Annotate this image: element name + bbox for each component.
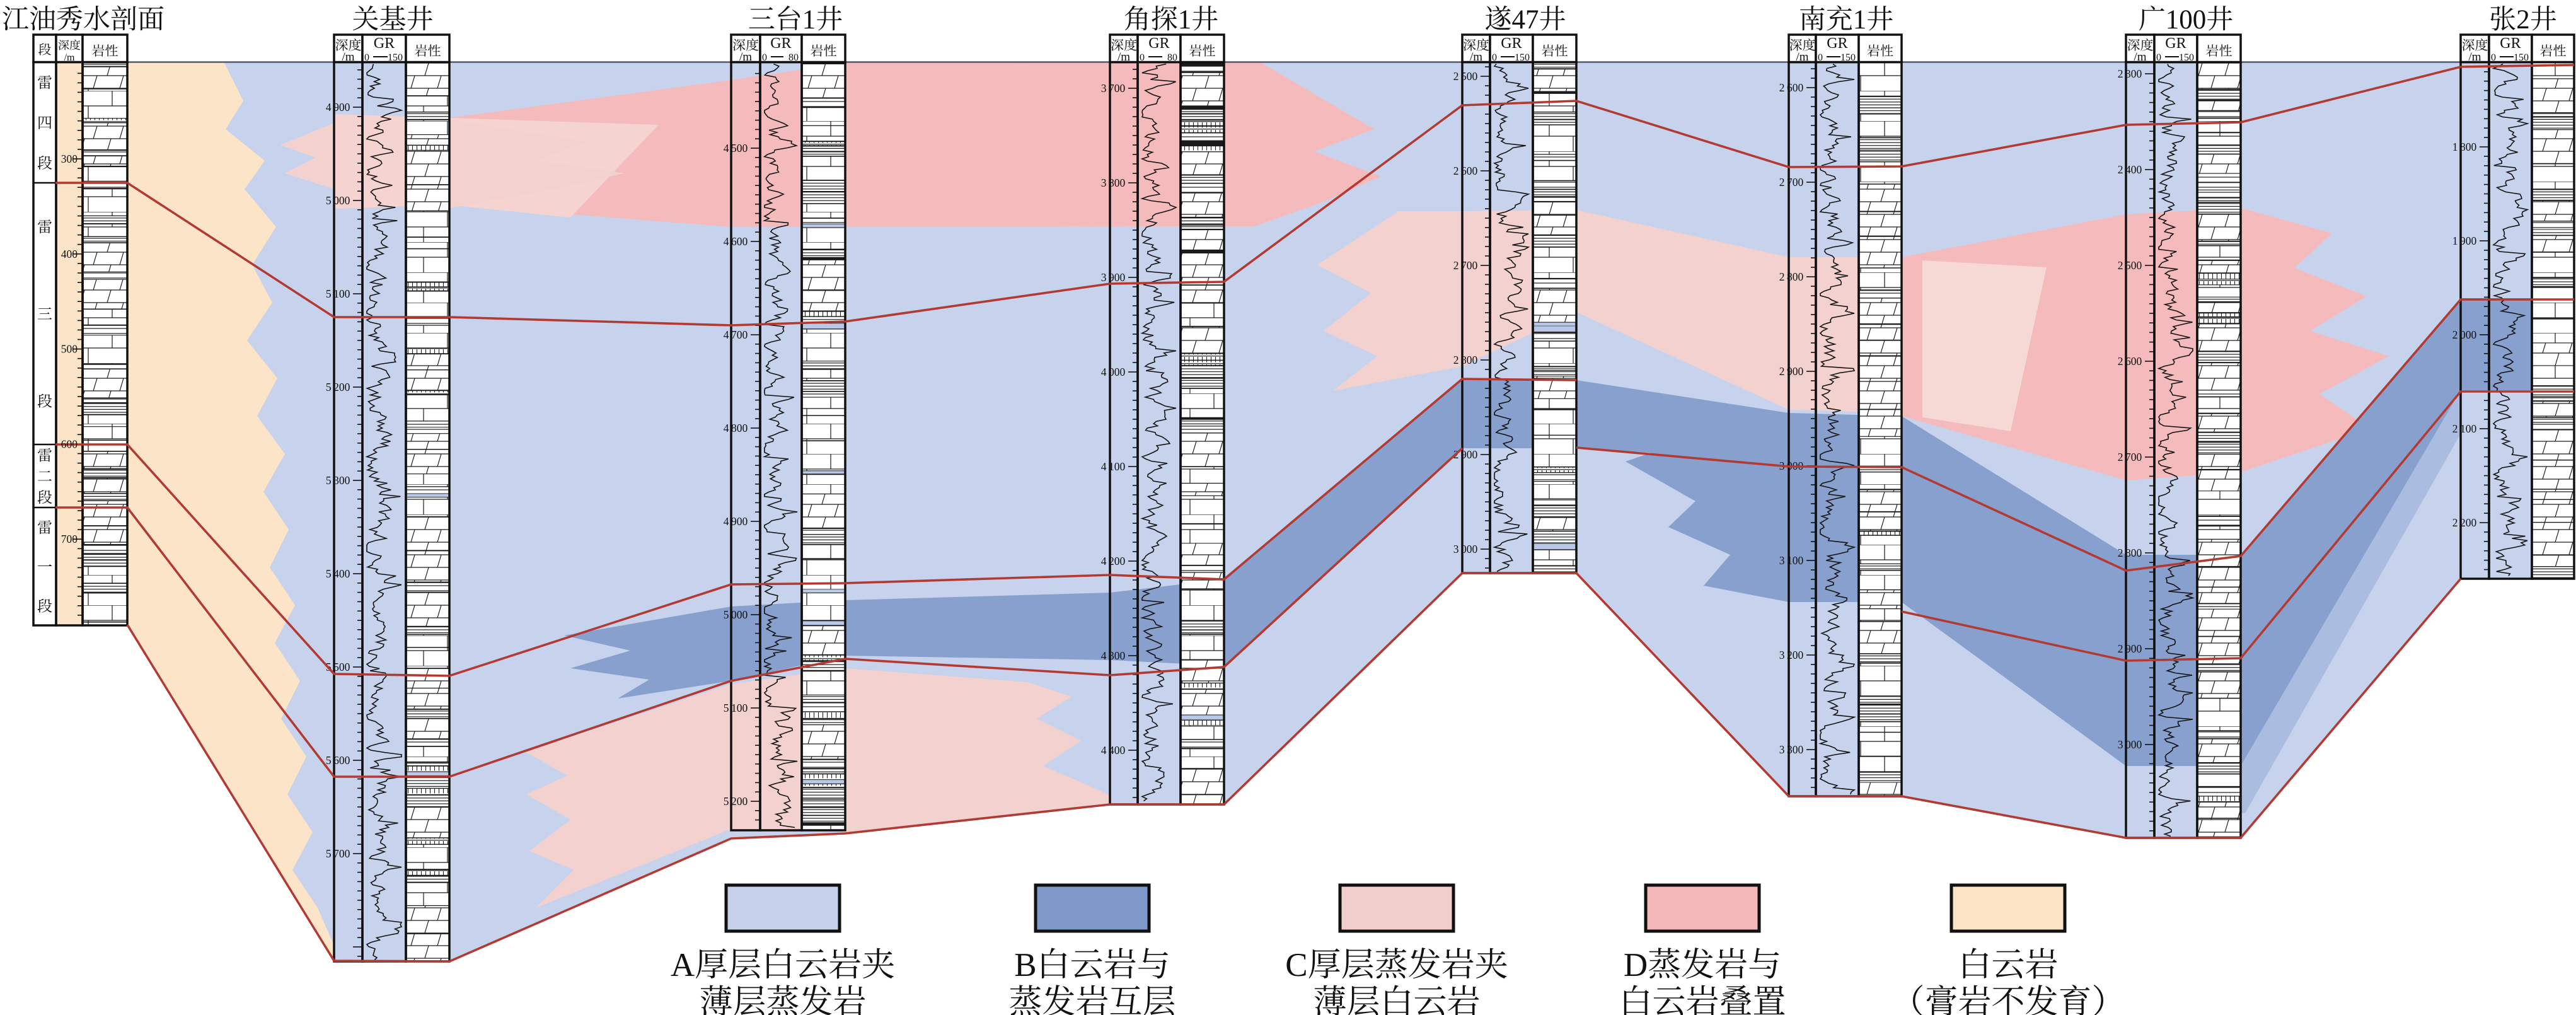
svg-text:0: 0 — [2156, 52, 2161, 63]
svg-text:2 900: 2 900 — [1779, 365, 1804, 378]
svg-text:3 300: 3 300 — [1779, 743, 1804, 756]
svg-text:0: 0 — [2491, 52, 2496, 63]
svg-text:4 500: 4 500 — [724, 142, 748, 154]
svg-text:0: 0 — [1818, 52, 1823, 63]
svg-text:1 900: 1 900 — [2452, 235, 2477, 247]
svg-text:2 700: 2 700 — [1779, 176, 1804, 188]
svg-text:4 700: 4 700 — [724, 328, 748, 341]
svg-text:2 500: 2 500 — [1453, 70, 1478, 83]
svg-text:0: 0 — [364, 52, 369, 63]
svg-text:4 900: 4 900 — [326, 101, 350, 113]
svg-text:2 900: 2 900 — [2118, 642, 2142, 655]
svg-text:3 800: 3 800 — [1101, 177, 1126, 189]
svg-text:2 800: 2 800 — [2118, 547, 2142, 559]
svg-text:/m: /m — [342, 50, 355, 64]
svg-text:2 700: 2 700 — [2118, 451, 2142, 463]
svg-text:3 700: 3 700 — [1101, 82, 1126, 95]
svg-text:/m: /m — [64, 52, 75, 63]
svg-text:5 600: 5 600 — [326, 754, 350, 767]
svg-text:3 000: 3 000 — [1453, 543, 1478, 555]
svg-text:150: 150 — [1840, 52, 1856, 63]
svg-text:C: C — [1285, 947, 1307, 983]
svg-text:4 100: 4 100 — [1101, 460, 1126, 473]
svg-text:3 900: 3 900 — [1101, 271, 1126, 284]
svg-text:1: 1 — [1853, 5, 1867, 35]
svg-text:3 100: 3 100 — [1779, 554, 1804, 567]
svg-text:4 000: 4 000 — [1101, 366, 1126, 378]
svg-text:/m: /m — [739, 50, 752, 64]
svg-text:2 500: 2 500 — [2118, 259, 2142, 272]
svg-text:300: 300 — [61, 153, 78, 165]
svg-text:80: 80 — [788, 52, 799, 63]
svg-text:500: 500 — [61, 343, 78, 356]
svg-text:/m: /m — [1470, 50, 1482, 64]
svg-text:150: 150 — [2514, 52, 2529, 63]
svg-text:GR: GR — [1827, 35, 1847, 52]
svg-text:2 300: 2 300 — [2118, 67, 2142, 80]
svg-text:GR: GR — [1148, 35, 1169, 52]
svg-text:5 700: 5 700 — [326, 847, 350, 860]
svg-text:/m: /m — [1796, 50, 1809, 64]
svg-text:2 600: 2 600 — [1779, 81, 1804, 94]
svg-text:5 400: 5 400 — [326, 567, 350, 580]
svg-text:0: 0 — [1492, 52, 1497, 63]
svg-text:5 200: 5 200 — [326, 381, 350, 393]
svg-text:2: 2 — [2516, 5, 2530, 35]
svg-text:GR: GR — [2165, 35, 2186, 52]
svg-text:/m: /m — [1118, 50, 1130, 64]
svg-text:B: B — [1014, 947, 1036, 983]
svg-text:5 100: 5 100 — [724, 702, 748, 714]
svg-text:2 600: 2 600 — [2118, 355, 2142, 368]
svg-text:4 200: 4 200 — [1101, 555, 1126, 567]
svg-text:5 000: 5 000 — [326, 194, 350, 207]
svg-text:/m: /m — [2469, 50, 2481, 64]
svg-text:600: 600 — [61, 438, 78, 450]
svg-text:400: 400 — [61, 248, 78, 260]
svg-text:0: 0 — [1140, 52, 1145, 63]
svg-text:150: 150 — [388, 52, 403, 63]
svg-text:4 300: 4 300 — [1101, 649, 1126, 662]
svg-text:150: 150 — [2179, 52, 2194, 63]
svg-text:150: 150 — [1515, 52, 1530, 63]
svg-text:4 600: 4 600 — [724, 235, 748, 248]
svg-text:100: 100 — [2166, 5, 2207, 35]
svg-text:GR: GR — [770, 35, 791, 52]
svg-text:GR: GR — [374, 35, 395, 52]
svg-text:4 800: 4 800 — [724, 422, 748, 434]
svg-text:2 000: 2 000 — [2452, 328, 2477, 341]
svg-text:1: 1 — [802, 5, 816, 35]
svg-text:0: 0 — [762, 52, 767, 63]
svg-text:5 100: 5 100 — [326, 287, 350, 300]
svg-text:4 400: 4 400 — [1101, 744, 1126, 757]
svg-text:2 600: 2 600 — [1453, 165, 1478, 177]
svg-text:2 100: 2 100 — [2452, 422, 2477, 435]
svg-text:3 000: 3 000 — [2118, 738, 2142, 751]
svg-text:47: 47 — [1512, 5, 1539, 35]
svg-text:5 300: 5 300 — [326, 474, 350, 487]
svg-text:3 200: 3 200 — [1779, 649, 1804, 661]
svg-text:2 800: 2 800 — [1779, 270, 1804, 283]
svg-text:2 800: 2 800 — [1453, 354, 1478, 366]
svg-text:D: D — [1624, 947, 1648, 983]
svg-text:2 700: 2 700 — [1453, 259, 1478, 272]
svg-text:/m: /m — [2134, 50, 2147, 64]
svg-text:700: 700 — [61, 533, 78, 545]
svg-text:5 200: 5 200 — [724, 795, 748, 808]
svg-text:80: 80 — [1167, 52, 1177, 63]
svg-text:2 400: 2 400 — [2118, 163, 2142, 176]
svg-text:4 900: 4 900 — [724, 515, 748, 528]
svg-text:1: 1 — [1178, 5, 1192, 35]
svg-text:GR: GR — [1501, 35, 1522, 52]
svg-text:1 800: 1 800 — [2452, 141, 2477, 153]
svg-text:5 000: 5 000 — [724, 608, 748, 621]
svg-text:A: A — [671, 947, 695, 983]
svg-text:GR: GR — [2500, 35, 2521, 52]
svg-text:5 500: 5 500 — [326, 661, 350, 673]
svg-text:2 200: 2 200 — [2452, 516, 2477, 529]
